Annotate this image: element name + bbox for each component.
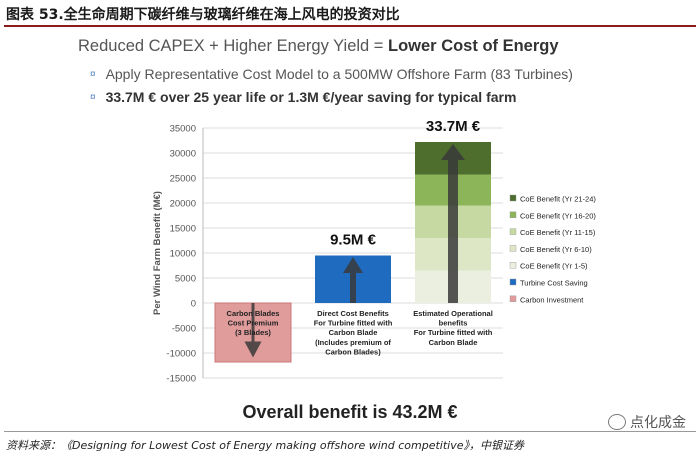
category-label-line: Cost Premium [228, 319, 279, 328]
category-label-line: Direct Cost Benefits [317, 309, 389, 318]
legend-swatch [509, 194, 517, 202]
y-tick-label: -15000 [166, 374, 196, 385]
category-label: Direct Cost Benefits For Turbine fitted w… [314, 309, 393, 356]
legend-label: Turbine Cost Saving [520, 279, 588, 288]
y-tick-label: 30000 [170, 149, 196, 160]
y-tick-label: 5000 [175, 274, 196, 285]
bullet-marker-icon: ¤ [90, 69, 96, 80]
y-tick-label: 25000 [170, 174, 196, 185]
legend-swatch [509, 278, 517, 286]
category-label-line: Estimated Operational [413, 309, 493, 318]
legend-label: Carbon Investment [520, 295, 584, 304]
bullet-cost-model: ¤ Apply Representative Cost Model to a 50… [90, 66, 573, 82]
benefit-chart: -15000 -10000 -5000 0 5000 10000 15000 20000 250… [152, 118, 596, 385]
legend-swatch [509, 261, 517, 269]
legend-label: CoE Benefit (Yr 11-15) [520, 228, 596, 237]
legend-swatch [509, 295, 517, 303]
headline-prefix: Reduced CAPEX + Higher Energy Yield = [78, 37, 389, 55]
figure-title: 图表 53.全生命周期下碳纤维与玻璃纤维在海上风电的投资对比 [6, 7, 400, 23]
bullet-text: Apply Representative Cost Model to a 500… [105, 66, 573, 82]
y-tick-label: 0 [191, 299, 196, 310]
legend-label: CoE Benefit (Yr 21-24) [520, 195, 596, 204]
legend-label: CoE Benefit (Yr 6-10) [520, 245, 592, 254]
headline: Reduced CAPEX + Higher Energy Yield = Lo… [78, 37, 559, 56]
wechat-icon [608, 414, 626, 430]
headline-emphasis: Lower Cost of Energy [388, 37, 559, 55]
operational-benefit-arrow-icon [441, 144, 465, 303]
y-tick-label: 10000 [170, 249, 196, 260]
source-rule [4, 431, 696, 432]
category-label: Estimated Operational benefits For Turbine… [413, 309, 493, 347]
category-label-line: (3 Blades) [235, 328, 271, 337]
overall-benefit-summary: Overall benefit is 43.2M € [242, 402, 458, 422]
legend-label: CoE Benefit (Yr 1-5) [520, 262, 588, 271]
y-tick-label: 20000 [170, 199, 196, 210]
bullet-marker-icon: ¤ [90, 92, 96, 103]
carbon-premium-arrow-icon [244, 303, 262, 358]
bar-value-label: 33.7M € [426, 118, 481, 135]
legend-swatch [509, 211, 517, 219]
category-label-line: For Turbine fitted with [414, 328, 493, 337]
y-tick-label: -10000 [166, 349, 196, 360]
category-label-line: Carbon Blade [329, 328, 378, 337]
category-label-line: Carbon Blades) [325, 347, 381, 356]
watermark-text: 点化成金 [630, 415, 686, 431]
category-label-line: benefits [439, 319, 468, 328]
category-label-line: (Includes premium of [315, 338, 391, 347]
y-axis-label: Per Wind Farm Benefit (M€) [152, 191, 163, 315]
cost-saving-arrow-icon [343, 257, 363, 303]
watermark: 点化成金 [608, 412, 686, 432]
bullet-savings: ¤ 33.7M € over 25 year life or 1.3M €/yea… [90, 89, 516, 105]
y-tick-label: 35000 [170, 124, 196, 135]
legend-swatch [509, 245, 517, 252]
category-label-line: Carbon Blade [429, 338, 478, 347]
category-label-line: Carbon Blades [227, 309, 280, 318]
bar-value-label: 9.5M € [330, 232, 377, 249]
title-rule [4, 25, 696, 27]
y-tick-label: -5000 [172, 324, 196, 335]
bullet-text: 33.7M € over 25 year life or 1.3M €/year… [105, 89, 517, 105]
source-note: 资料来源：《Designing for Lowest Cost of Energ… [6, 439, 525, 452]
category-label: Carbon Blades Cost Premium (3 Blades) [227, 309, 280, 337]
category-label-line: For Turbine fitted with [314, 319, 393, 328]
y-tick-label: 15000 [170, 224, 196, 235]
legend-swatch [509, 228, 517, 235]
legend-label: CoE Benefit (Yr 16-20) [520, 211, 596, 220]
